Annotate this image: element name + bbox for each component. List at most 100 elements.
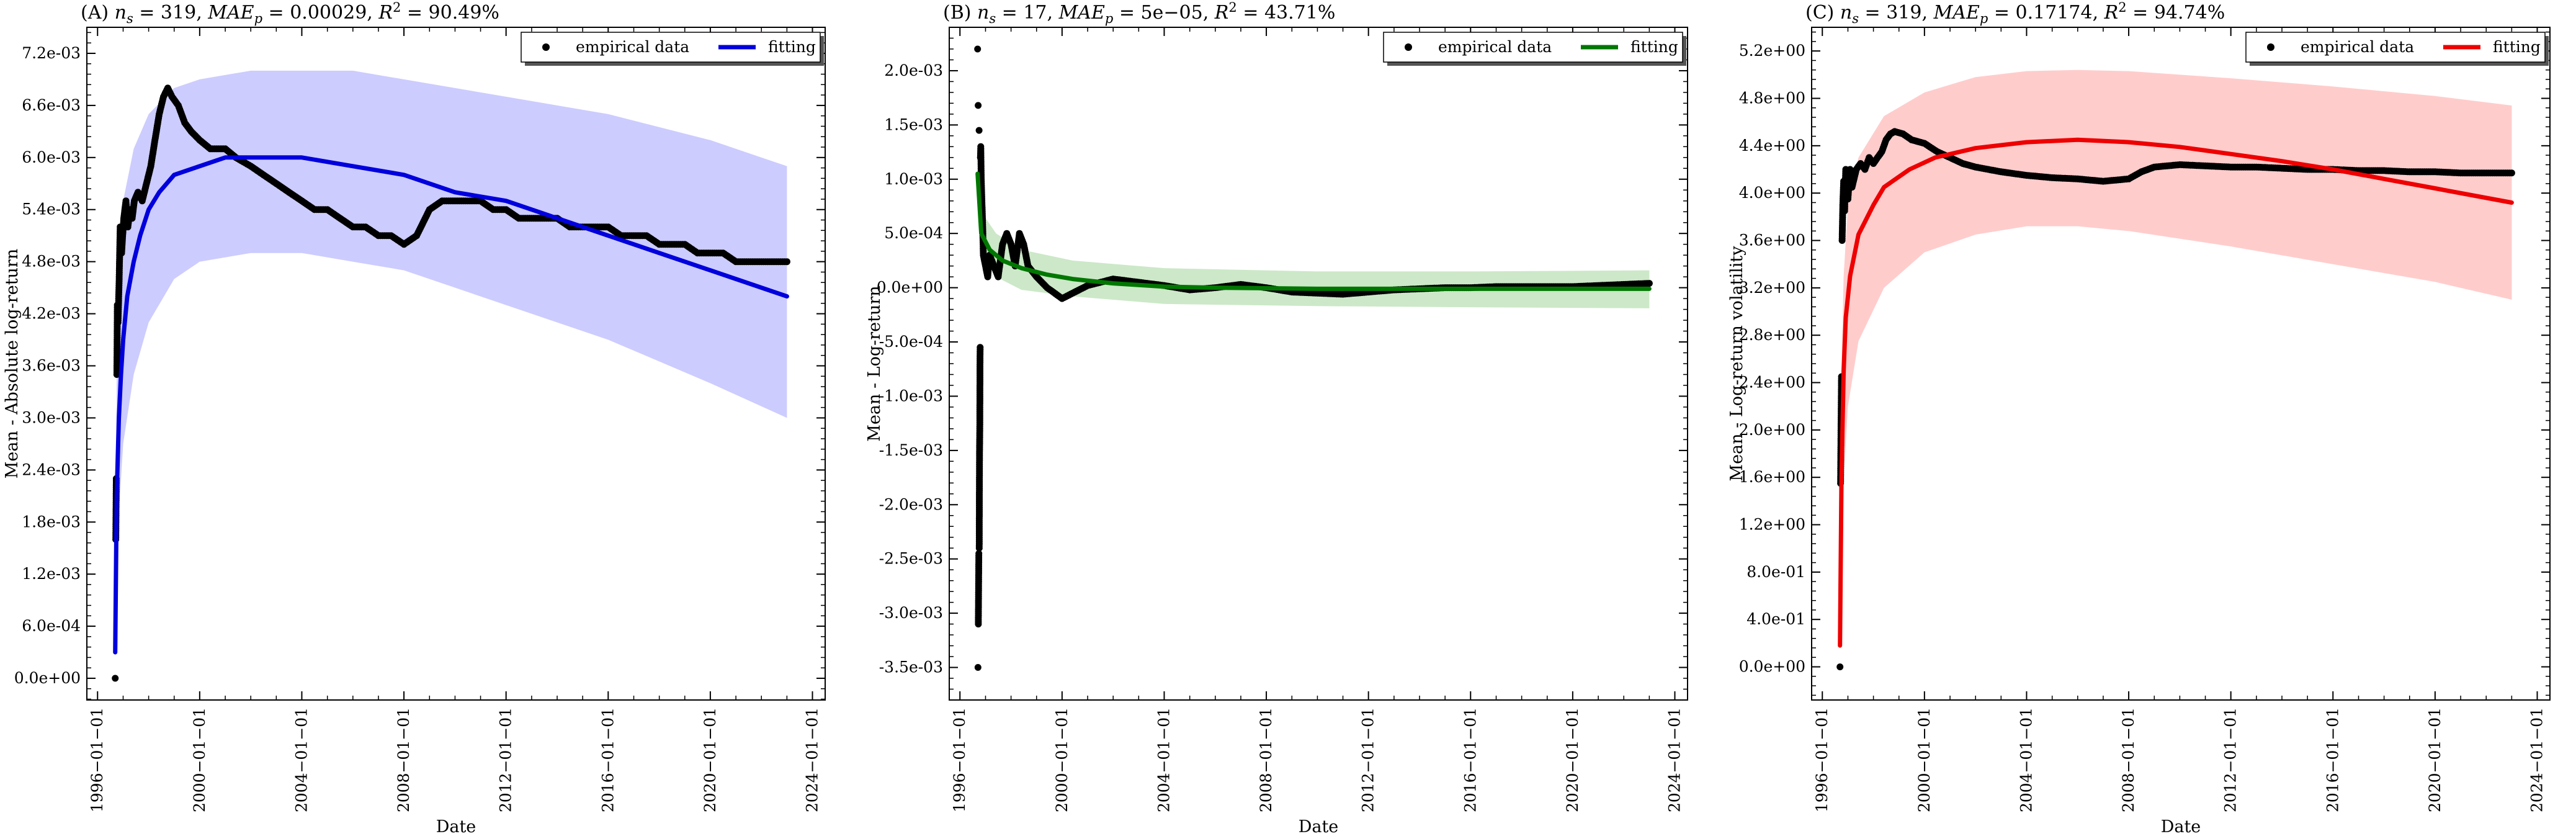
data-point [975, 102, 982, 109]
x-tick-label: 2000−01−01 [1915, 707, 1933, 812]
y-tick-label: 3.0e-03 [22, 408, 81, 426]
y-tick-label: -1.0e-03 [879, 387, 943, 405]
y-tick-label: 4.0e-01 [1746, 610, 1805, 628]
x-tick-label: 2000−01−01 [1053, 707, 1071, 812]
legend-box [521, 32, 821, 63]
legend-label-fit: fitting [768, 38, 816, 56]
legend-box [2245, 32, 2546, 63]
y-tick-label: 5.4e-03 [22, 200, 81, 218]
x-axis-title: Date [1299, 817, 1339, 837]
y-tick-label: 0.0e+00 [1739, 658, 1805, 676]
y-tick-label: 0.0e+00 [14, 669, 81, 687]
y-tick-label: 6.0e-04 [22, 617, 81, 635]
y-tick-label: -2.0e-03 [879, 495, 943, 513]
y-axis: -3.5e-03 -3.0e-03 -2.5e-03 -2.0e-03 -1.5e-03… [877, 27, 1688, 690]
empirical-points [974, 45, 1653, 671]
x-tick-label: 1996−01−01 [950, 707, 968, 812]
x-tick-label: 1996−01−01 [1813, 707, 1831, 812]
data-point [1644, 280, 1651, 287]
y-tick-label: 3.2e+00 [1739, 279, 1805, 297]
x-axis-title: Date [2161, 817, 2201, 837]
data-point [974, 45, 982, 53]
x-tick-label: 2008−01−01 [1257, 707, 1275, 812]
y-tick-label: 2.0e-03 [884, 61, 943, 79]
x-axis-title: Date [436, 817, 476, 837]
legend: empirical data fitting [521, 32, 824, 66]
x-tick-label: 2008−01−01 [395, 707, 413, 812]
y-tick-label: 8.0e-01 [1746, 563, 1805, 581]
x-tick-label: 2020−01−01 [701, 707, 719, 812]
chart-panel-c: 0.0e+00 4.0e-01 8.0e-01 1.2e+00 1.6e+00 2.0e+… [1727, 0, 2551, 837]
legend-box [1383, 32, 1683, 63]
y-tick-label: -3.0e-03 [879, 604, 943, 622]
panel-title: (B) ns = 17, MAEp = 5e−05, R2 = 43.71% [943, 0, 1335, 26]
x-tick-label: 2008−01−01 [2119, 707, 2137, 812]
confidence-band [1840, 70, 2512, 646]
y-tick-label: 2.4e-03 [22, 460, 81, 478]
x-tick-label: 2016−01−01 [2323, 707, 2341, 812]
data-point [974, 664, 982, 671]
y-tick-label: -1.5e-03 [879, 441, 943, 459]
fit-curve [1838, 137, 2514, 648]
y-tick-label: 0.0e+00 [877, 279, 943, 297]
legend-label-empirical: empirical data [576, 38, 689, 56]
data-point [977, 346, 984, 353]
plot-frame [86, 27, 826, 701]
y-tick-label: 1.6e+00 [1739, 468, 1805, 486]
fit-curve [113, 155, 789, 655]
y-axis: 0.0e+00 6.0e-04 1.2e-03 1.8e-03 2.4e-03 3.0e-… [14, 32, 825, 700]
confidence-band [977, 157, 1650, 308]
x-tick-label: 2000−01−01 [190, 707, 208, 812]
legend-marker-empirical [542, 43, 550, 51]
y-tick-label: 1.0e-03 [884, 170, 943, 188]
y-tick-label: -5.0e-04 [879, 333, 943, 351]
y-tick-label: 1.2e+00 [1739, 516, 1805, 534]
y-axis: 0.0e+00 4.0e-01 8.0e-01 1.2e+00 1.6e+00 2.0e+… [1739, 31, 2550, 696]
data-point [2506, 169, 2513, 177]
y-tick-label: 5.0e-04 [884, 224, 943, 242]
x-axis: 1996−01−01 2000−01−01 2004−01−01 2008−01−01… [950, 27, 1683, 812]
y-tick-label: 2.0e+00 [1739, 421, 1805, 439]
legend-label-empirical: empirical data [1438, 38, 1552, 56]
legend-label-empirical: empirical data [2301, 38, 2414, 56]
x-tick-label: 2020−01−01 [2426, 707, 2444, 812]
data-point [112, 675, 119, 682]
x-tick-label: 2020−01−01 [1563, 707, 1581, 812]
y-tick-label: 5.2e+00 [1739, 42, 1805, 60]
panel-title: (A) ns = 319, MAEp = 0.00029, R2 = 90.49… [81, 0, 499, 26]
fit-curve [975, 171, 1652, 291]
x-tick-label: 2024−01−01 [803, 707, 821, 812]
x-axis: 1996−01−01 2000−01−01 2004−01−01 2008−01−01… [88, 27, 821, 812]
x-tick-label: 2004−01−01 [1155, 707, 1173, 812]
y-tick-label: 1.2e-03 [22, 565, 81, 583]
x-tick-label: 2012−01−01 [497, 707, 515, 812]
y-tick-label: -3.5e-03 [879, 658, 943, 676]
x-tick-label: 1996−01−01 [88, 707, 106, 812]
y-axis-title: Mean - Log-return volatility [1727, 246, 1746, 482]
y-tick-label: 4.8e-03 [22, 253, 81, 271]
y-tick-label: -2.5e-03 [879, 550, 943, 568]
legend: empirical data fitting [1383, 32, 1686, 66]
x-tick-label: 2016−01−01 [1461, 707, 1479, 812]
data-point [975, 127, 983, 134]
legend-marker-empirical [1405, 43, 1412, 51]
x-tick-label: 2024−01−01 [2528, 707, 2546, 812]
y-tick-label: 4.0e+00 [1739, 184, 1805, 202]
x-tick-label: 2024−01−01 [1665, 707, 1683, 812]
confidence-band [115, 70, 787, 653]
y-tick-label: 4.2e-03 [22, 305, 81, 323]
x-tick-label: 2016−01−01 [599, 707, 617, 812]
y-axis-title: Mean - Absolute log-return [2, 249, 22, 478]
x-tick-label: 2004−01−01 [2017, 707, 2035, 812]
chart-panel-a: 0.0e+00 6.0e-04 1.2e-03 1.8e-03 2.4e-03 3.0e-… [2, 0, 826, 837]
legend: empirical data fitting [2245, 32, 2549, 66]
data-point [781, 258, 789, 266]
legend-label-fit: fitting [1630, 38, 1678, 56]
y-tick-label: 6.6e-03 [22, 96, 81, 114]
x-axis: 1996−01−01 2000−01−01 2004−01−01 2008−01−01… [1813, 27, 2546, 812]
y-tick-label: 6.0e-03 [22, 148, 81, 166]
y-tick-label: 7.2e-03 [22, 44, 81, 62]
y-tick-label: 1.8e-03 [22, 513, 81, 531]
x-tick-label: 2004−01−01 [292, 707, 310, 812]
